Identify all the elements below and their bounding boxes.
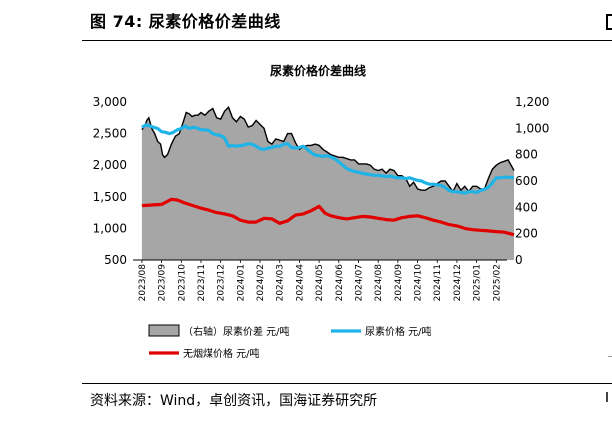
- left-tick-label: 500: [104, 253, 127, 267]
- x-tick-label: 2024/09: [394, 264, 404, 302]
- legend-swatch-spread: [148, 324, 180, 337]
- right-tick-label: 600: [515, 174, 538, 188]
- right-tick-label: 1,200: [515, 95, 549, 109]
- left-tick-label: 2,000: [93, 158, 127, 172]
- left-tick-label: 1,000: [93, 221, 127, 235]
- left-tick-label: 3,000: [93, 95, 127, 109]
- x-tick-label: 2023/09: [158, 264, 168, 302]
- bottom-rule: [82, 383, 612, 384]
- x-tick-label: 2024/05: [315, 264, 325, 301]
- x-tick-label: 2023/08: [138, 264, 148, 302]
- x-tick-label: 2023/11: [197, 264, 207, 301]
- top-rule: [82, 40, 612, 41]
- right-tick-label: 0: [515, 253, 523, 267]
- legend-label-spread: （右轴）尿素价差 元/吨: [183, 325, 290, 338]
- right-tick-label: 1,000: [515, 121, 549, 135]
- x-tick-label: 2024/02: [256, 264, 266, 301]
- legend-label-coal: 无烟煤价格 元/吨: [183, 347, 260, 360]
- x-tick-label: 2024/08: [374, 264, 384, 302]
- figure-title: 图 74: 尿素价格价差曲线: [90, 12, 281, 31]
- cropped-mark: [606, 392, 612, 402]
- plot-area: [141, 106, 515, 260]
- x-tick-label: 2023/10: [177, 264, 187, 302]
- x-tick-label: 2024/10: [414, 264, 424, 302]
- series-line-coal: [141, 197, 515, 237]
- axes: 3,000 2,500 2,000 1,500 1,000 500 1,200 1,000 80…: [93, 95, 550, 301]
- series-line-urea: [141, 123, 515, 195]
- x-tick-label: 2024/06: [335, 264, 345, 302]
- x-tick-label: 2024/11: [433, 264, 443, 301]
- x-tick-label: 2024/04: [295, 264, 305, 302]
- right-tick-label: 800: [515, 148, 538, 162]
- right-tick-label: 200: [515, 227, 538, 241]
- left-tick-label: 1,500: [93, 190, 127, 204]
- x-tick-label: 2024/01: [236, 264, 246, 301]
- chart-title: 尿素价格价差曲线: [270, 63, 366, 78]
- source-note: 资料来源：Wind，卓创资讯，国海证券研究所: [90, 393, 378, 409]
- series-area-spread: [141, 107, 514, 260]
- cropped-rule: [608, 356, 612, 357]
- left-tick-label: 2,500: [93, 127, 127, 141]
- x-tick-label: 2023/12: [217, 264, 227, 301]
- x-tick-label: 2025/01: [473, 264, 483, 301]
- x-tick-label: 2025/02: [492, 264, 502, 301]
- x-tick-label: 2024/03: [276, 264, 286, 301]
- legend-label-urea: 尿素价格 元/吨: [365, 325, 432, 338]
- series-outline-spread: [141, 106, 515, 193]
- right-tick-label: 400: [515, 200, 538, 214]
- x-tick-label: 2024/07: [354, 264, 364, 301]
- x-tick-label: 2024/12: [453, 264, 463, 301]
- cropped-glyph: [606, 14, 612, 30]
